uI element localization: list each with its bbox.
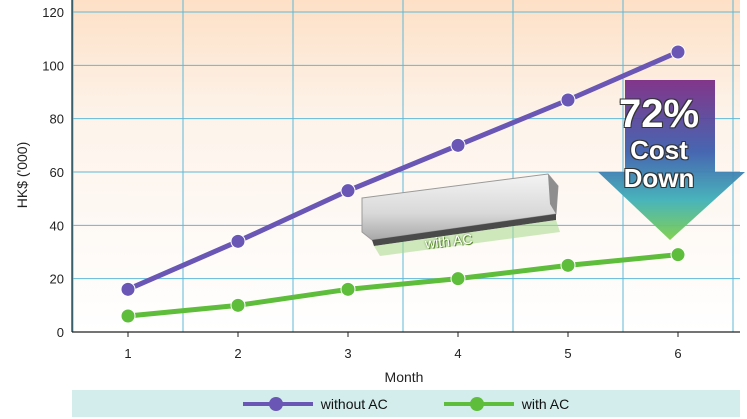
y-tick-label: 40 bbox=[50, 218, 64, 233]
y-tick-label: 120 bbox=[42, 5, 64, 20]
y-axis-label: HK$ ('000) bbox=[14, 142, 30, 208]
data-point-without-ac bbox=[230, 233, 246, 249]
air-curtain-image bbox=[361, 173, 560, 256]
axes bbox=[71, 0, 740, 337]
legend-swatch-with-ac bbox=[443, 396, 514, 411]
data-point-with-ac bbox=[120, 308, 136, 324]
legend-swatch-without-ac bbox=[242, 396, 313, 411]
y-tick-label: 80 bbox=[50, 112, 64, 127]
series-points bbox=[120, 44, 686, 324]
tick-labels: 0 20 40 60 80 100 120 1 2 3 4 5 6 bbox=[42, 5, 681, 361]
data-point-with-ac bbox=[560, 257, 576, 273]
data-point-with-ac bbox=[670, 247, 686, 263]
data-point-without-ac bbox=[450, 137, 466, 153]
x-axis-label: Month bbox=[385, 369, 424, 385]
cost-down-arrow bbox=[598, 80, 745, 240]
y-tick-label: 0 bbox=[57, 325, 64, 340]
y-tick-label: 20 bbox=[50, 272, 64, 287]
data-point-with-ac bbox=[230, 297, 246, 313]
legend: without AC with AC bbox=[72, 390, 740, 417]
x-tick-label: 4 bbox=[454, 346, 461, 361]
data-point-without-ac bbox=[560, 92, 576, 108]
legend-item-with-ac: with AC bbox=[443, 395, 570, 412]
x-tick-label: 2 bbox=[234, 346, 241, 361]
cost-down-callout: 72% Cost Down bbox=[598, 92, 720, 192]
y-tick-label: 100 bbox=[42, 58, 64, 73]
legend-label-with-ac: with AC bbox=[521, 395, 570, 412]
data-point-without-ac bbox=[120, 281, 136, 297]
x-tick-label: 6 bbox=[674, 346, 681, 361]
data-point-without-ac bbox=[340, 183, 356, 199]
series-line-without-ac bbox=[127, 49, 679, 292]
series-lines bbox=[127, 49, 679, 319]
data-point-with-ac bbox=[450, 271, 466, 287]
legend-item-without-ac: without AC bbox=[242, 395, 388, 412]
data-point-with-ac bbox=[340, 281, 356, 297]
x-tick-label: 5 bbox=[564, 346, 571, 361]
callout-line1: Cost bbox=[630, 135, 688, 165]
series-line-with-ac bbox=[127, 252, 679, 319]
y-tick-label: 60 bbox=[50, 165, 64, 180]
legend-label-without-ac: without AC bbox=[320, 395, 388, 412]
callout-line2: Down bbox=[623, 163, 695, 193]
callout-percent: 72% bbox=[618, 92, 700, 136]
x-tick-label: 3 bbox=[344, 346, 351, 361]
x-tick-label: 1 bbox=[124, 346, 131, 361]
data-point-without-ac bbox=[670, 44, 686, 60]
